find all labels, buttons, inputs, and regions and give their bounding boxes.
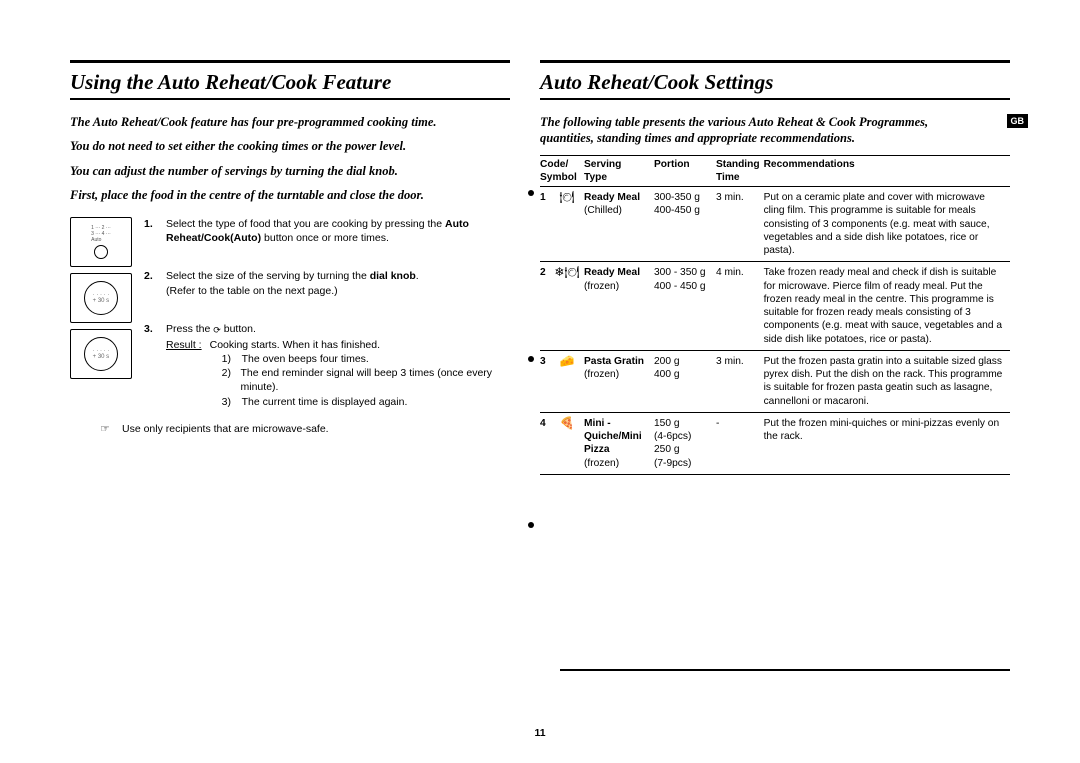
cell-symbol: 🍽 [554,187,584,262]
cell-symbol: 🍕 [554,412,584,474]
cell-portion: 300-350 g 400-450 g [654,187,716,262]
step2-icon: · · · · ·+ 30 s [70,273,132,323]
cell-code: 2 [540,262,554,351]
cell-serving: Pasta Gratin(frozen) [584,350,654,412]
step-3-num: 3. [144,322,158,409]
cell-standing: 4 min. [716,262,764,351]
right-heading: Auto Reheat/Cook Settings [540,67,1010,98]
step-1-pre: Select the type of food that you are coo… [166,218,445,230]
page-number: 11 [534,727,545,739]
result-2: The end reminder signal will beep 3 time… [241,366,510,394]
intro-para-3: You can adjust the number of servings by… [70,163,510,179]
right-column: Auto Reheat/Cook Settings The following … [540,60,1010,475]
cell-standing: - [716,412,764,474]
intro-para-4: First, place the food in the centre of t… [70,187,510,203]
language-tag: GB [1007,114,1029,128]
step-3: 3. Press the ⟳ button. Result : Cooking … [144,322,510,409]
cell-standing: 3 min. [716,350,764,412]
steps-text: 1. Select the type of food that you are … [144,217,510,409]
bottom-rule [560,669,1010,671]
cell-code: 4 [540,412,554,474]
cell-code: 3 [540,350,554,412]
cell-serving: Ready Meal(Chilled) [584,187,654,262]
left-heading: Using the Auto Reheat/Cook Feature [70,67,510,98]
note-icon: ☞ [98,423,112,435]
step-2-num: 2. [144,269,158,297]
step-3-pre: Press the [166,323,213,335]
intro-para-2: You do not need to set either the cookin… [70,138,510,154]
cell-portion: 150 g (4-6pcs) 250 g (7-9pcs) [654,412,716,474]
table-row: 4🍕Mini - Quiche/Mini Pizza(frozen)150 g … [540,412,1010,474]
left-column: Using the Auto Reheat/Cook Feature The A… [70,60,510,475]
cell-code: 1 [540,187,554,262]
table-row: 3🧀Pasta Gratin(frozen)200 g 400 g3 min.P… [540,350,1010,412]
th-standing: Standing Time [716,155,764,187]
th-rec: Recommendations [764,155,1010,187]
cell-serving: Ready Meal(frozen) [584,262,654,351]
cell-serving: Mini - Quiche/Mini Pizza(frozen) [584,412,654,474]
step-1: 1. Select the type of food that you are … [144,217,510,245]
cell-symbol: ❄🍽 [554,262,584,351]
cell-rec: Put the frozen mini-quiches or mini-pizz… [764,412,1010,474]
table-row: 2❄🍽Ready Meal(frozen)300 - 350 g 400 - 4… [540,262,1010,351]
step-3-post: button. [221,323,256,335]
step-1-post: button once or more times. [261,232,389,244]
binder-holes [528,60,534,528]
intro-para-1: The Auto Reheat/Cook feature has four pr… [70,114,510,130]
start-icon: ⟳ [213,325,221,335]
result-intro: Cooking starts. When it has finished. [210,338,510,352]
step1-icon: 1 ··· 2 ···3 ··· 4 ···Auto [70,217,132,267]
cell-rec: Take frozen ready meal and check if dish… [764,262,1010,351]
th-code: Code/ Symbol [540,155,584,187]
th-serving: Serving Type [584,155,654,187]
table-row: 1🍽Ready Meal(Chilled)300-350 g 400-450 g… [540,187,1010,262]
result-label: Result : [166,338,202,409]
settings-table: Code/ Symbol Serving Type Portion Standi… [540,155,1010,475]
cell-rec: Put the frozen pasta gratin into a suita… [764,350,1010,412]
th-portion: Portion [654,155,716,187]
result-1: The oven beeps four times. [242,352,369,366]
page-content: Using the Auto Reheat/Cook Feature The A… [70,60,1010,475]
note-text: Use only recipients that are microwave-s… [122,423,329,435]
note-row: ☞ Use only recipients that are microwave… [98,423,510,435]
cell-symbol: 🧀 [554,350,584,412]
step-2-pre: Select the size of the serving by turnin… [166,270,370,282]
right-intro: The following table presents the various… [540,114,1010,147]
step-2: 2. Select the size of the serving by tur… [144,269,510,297]
cell-portion: 300 - 350 g 400 - 450 g [654,262,716,351]
cell-portion: 200 g 400 g [654,350,716,412]
step3-icon: · · · · ·+ 30 s [70,329,132,379]
cell-rec: Put on a ceramic plate and cover with mi… [764,187,1010,262]
step-1-num: 1. [144,217,158,245]
result-3: The current time is displayed again. [242,395,408,409]
cell-standing: 3 min. [716,187,764,262]
steps-area: 1 ··· 2 ···3 ··· 4 ···Auto · · · · ·+ 30… [70,217,510,409]
step-2-bold: dial knob [370,270,416,282]
step-icons-column: 1 ··· 2 ···3 ··· 4 ···Auto · · · · ·+ 30… [70,217,132,409]
